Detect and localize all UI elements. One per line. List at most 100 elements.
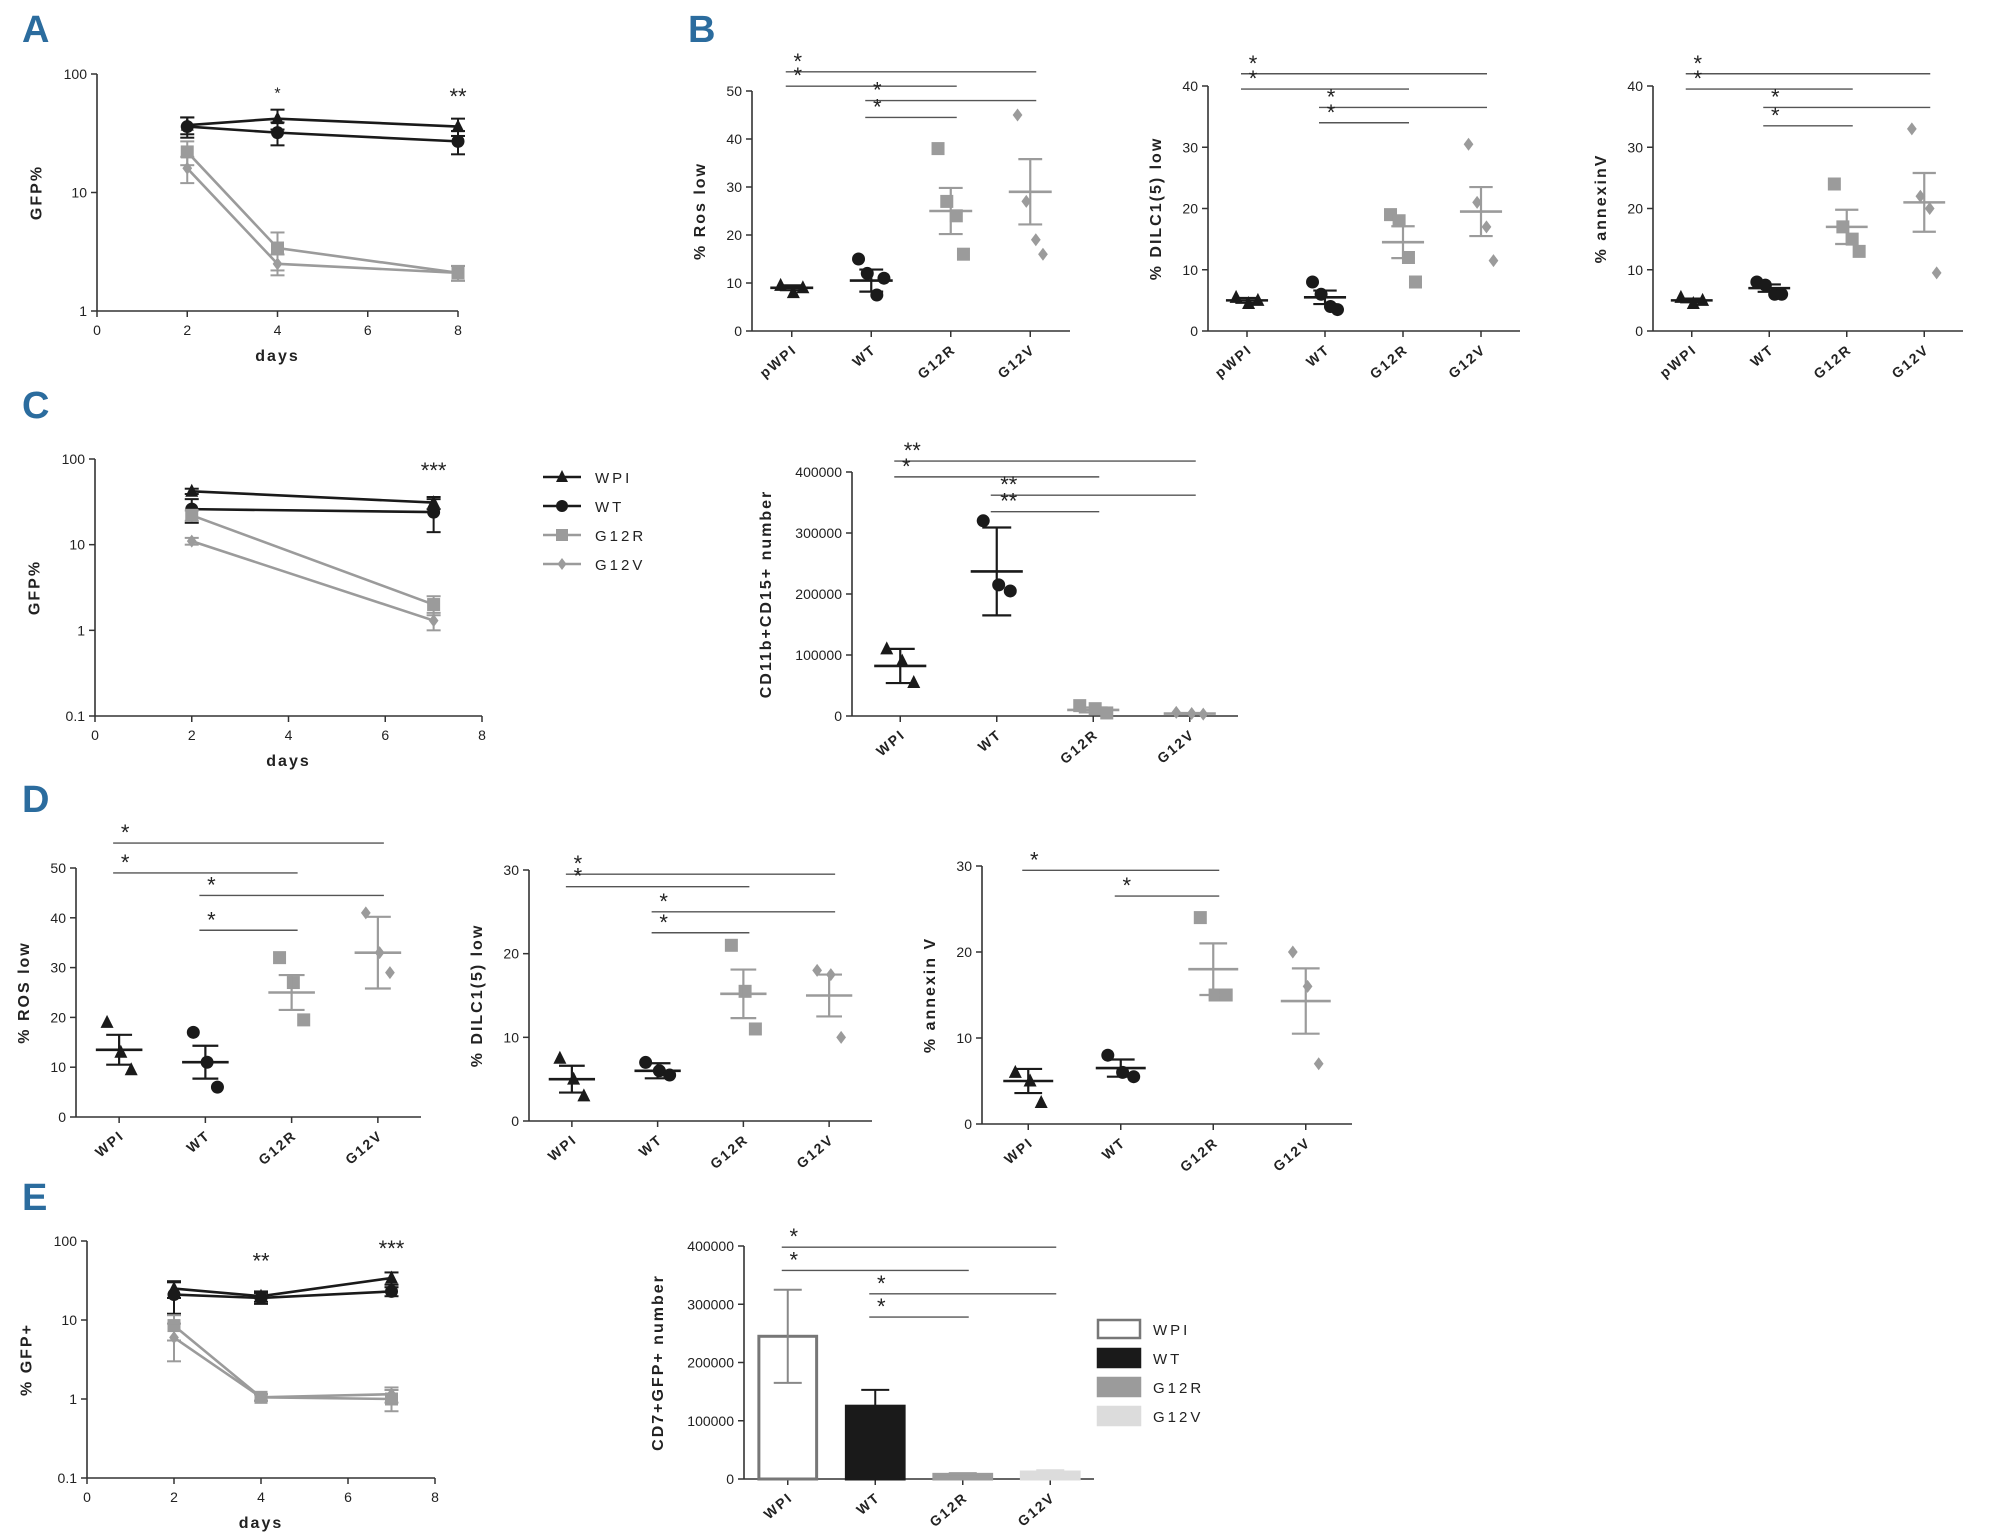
x-tick-label: G12V [1888, 341, 1932, 381]
data-point [1409, 276, 1422, 289]
y-axis-label: % Ros low [692, 162, 709, 260]
x-tick-label: G12R [1057, 726, 1101, 767]
bar-G12V [1021, 1472, 1079, 1479]
series-WT [167, 1282, 399, 1313]
group-G12V [806, 964, 852, 1044]
x-tick-label: WPI [92, 1127, 127, 1160]
series-line [187, 127, 458, 142]
x-tick-label: WPI [1001, 1134, 1036, 1167]
y-tick-label: 10 [503, 1029, 519, 1045]
significance-label: * [877, 1271, 886, 1296]
data-point [187, 1026, 200, 1039]
data-point [877, 272, 890, 285]
data-point [577, 1088, 590, 1101]
data-point [1828, 178, 1841, 191]
y-tick-label: 20 [726, 227, 742, 243]
x-tick-label: 2 [188, 727, 196, 743]
group-G12V [1281, 946, 1331, 1071]
group-pWPI [1671, 290, 1713, 309]
series-WPI [180, 110, 465, 136]
y-tick-label: 1 [77, 622, 85, 638]
data-point [1932, 266, 1942, 279]
x-tick-label: G12V [1270, 1134, 1314, 1174]
y-tick-label: 30 [503, 862, 519, 878]
data-point [101, 1015, 114, 1028]
line-chart-E1: 0.1110100% GFP+0 2 4 6 8days***** [19, 1233, 440, 1532]
series-line [192, 515, 434, 604]
x-tick-label: 8 [431, 1489, 439, 1505]
data-point [385, 966, 395, 979]
data-point [852, 253, 865, 266]
data-point [1009, 1065, 1022, 1078]
dot-plot-B3: 010203040% annexinVpWPI WT G12R G12V**** [1593, 51, 1963, 382]
x-tick-label: G12V [1154, 726, 1198, 766]
y-tick-label: 40 [1627, 78, 1643, 94]
data-point [725, 939, 738, 952]
series-G12V [185, 535, 441, 631]
group-pWPI [770, 278, 813, 298]
significance-label: * [121, 820, 130, 845]
dot-plot-B2: 010203040% DILC1(5) lowpWPI WT G12R G12V***… [1148, 51, 1520, 382]
x-axis-label: days [255, 348, 299, 365]
group-WT [850, 253, 893, 302]
x-tick-label: 2 [170, 1489, 178, 1505]
data-point [297, 1013, 310, 1026]
x-tick-label: WPI [761, 1489, 796, 1522]
legend-C1: WPIWTG12RG12V [543, 470, 646, 574]
data-point [957, 248, 970, 261]
significance-label: * [1030, 847, 1039, 872]
significance-label: * [1327, 100, 1336, 125]
data-point [427, 506, 440, 519]
x-tick-label: WT [1747, 341, 1777, 370]
legend-swatch [1098, 1349, 1140, 1367]
group-WT [634, 1056, 680, 1082]
y-tick-label: 40 [726, 131, 742, 147]
legend-swatch [1098, 1378, 1140, 1396]
data-point [1314, 1057, 1324, 1070]
y-axis-label: GFP% [27, 560, 44, 615]
y-tick-label: 0 [1190, 323, 1198, 339]
bar-G12R [934, 1474, 992, 1479]
y-tick-label: 100 [64, 66, 88, 82]
legend-marker [558, 558, 567, 570]
y-tick-label: 10 [1182, 262, 1198, 278]
data-point [427, 598, 440, 611]
y-tick-label: 50 [726, 83, 742, 99]
data-point [1775, 288, 1788, 301]
x-tick-label: 0 [91, 727, 99, 743]
data-point [255, 1291, 268, 1304]
data-point [1482, 220, 1492, 233]
significance-label: * [574, 864, 583, 889]
group-WT [1748, 276, 1790, 301]
x-tick-label: WT [849, 341, 879, 370]
x-tick-label: G12R [1810, 341, 1854, 382]
panel-label-e: E [22, 1177, 47, 1219]
series-G12V [180, 157, 465, 281]
y-tick-label: 0 [1635, 323, 1643, 339]
x-tick-label: G12V [1445, 341, 1489, 381]
data-point [168, 1288, 181, 1301]
legend-label: WPI [595, 470, 632, 487]
data-point [271, 242, 284, 255]
plots-layer: 110100GFP%0 2 4 6 8days* **01020304050% Ros l… [16, 49, 1963, 1532]
group-WPI [1003, 1065, 1053, 1108]
y-axis-label: GFP% [29, 165, 46, 220]
panel-label-c: C [22, 385, 49, 427]
x-tick-label: G12R [707, 1131, 751, 1172]
y-axis-label: % DILC1(5) low [469, 924, 486, 1068]
series-line [174, 1326, 392, 1399]
legend-label: G12V [595, 557, 645, 574]
data-point [896, 654, 909, 667]
data-point [1013, 109, 1023, 122]
legend-swatch [1098, 1407, 1140, 1425]
significance-annotation: *** [379, 1236, 405, 1261]
y-tick-label: 100 [62, 451, 86, 467]
group-pWPI [1226, 290, 1268, 309]
data-point [1306, 276, 1319, 289]
data-point [1288, 946, 1298, 959]
y-tick-label: 10 [1627, 262, 1643, 278]
data-point [749, 1022, 762, 1035]
significance-label: * [121, 850, 130, 875]
y-tick-label: 10 [71, 185, 87, 201]
